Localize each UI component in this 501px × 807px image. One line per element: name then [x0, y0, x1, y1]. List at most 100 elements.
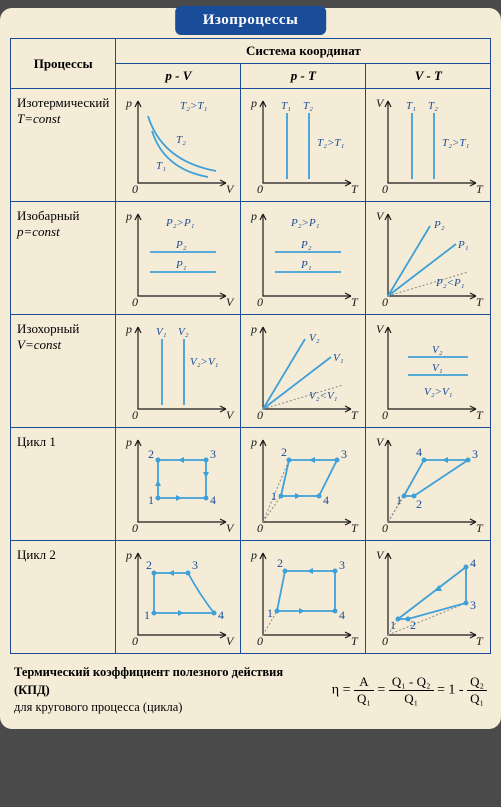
svg-text:V₂: V₂ [432, 344, 443, 356]
diagram-isothermal-pt: p 0 T T₁ T₂ T₂>T₁ [241, 89, 366, 202]
svg-text:3: 3 [192, 558, 198, 572]
svg-text:V: V [376, 209, 385, 223]
svg-text:P₁: P₁ [175, 259, 187, 271]
svg-text:T: T [476, 521, 484, 535]
svg-text:2: 2 [277, 556, 283, 570]
diagram-cycle2-vt: V 0 T 12 34 [366, 541, 491, 654]
svg-text:P₂<P₁: P₂<P₁ [435, 277, 465, 289]
svg-text:p: p [250, 435, 257, 449]
svg-text:V: V [376, 435, 385, 449]
svg-text:V₂>V₁: V₂>V₁ [190, 356, 219, 368]
svg-text:V: V [226, 182, 235, 196]
svg-text:3: 3 [470, 598, 476, 612]
svg-text:0: 0 [257, 521, 263, 535]
process-name-cell: Изохорный V=const [11, 315, 116, 428]
table-row: Цикл 2 p 0 V 12 34 [11, 541, 491, 654]
svg-text:T: T [476, 634, 484, 648]
diagram-cycle1-pt: p 0 T 1 2 3 4 [241, 428, 366, 541]
svg-text:2: 2 [416, 497, 422, 511]
svg-text:p: p [125, 209, 132, 223]
svg-text:3: 3 [341, 447, 347, 461]
svg-text:T₁: T₁ [406, 100, 416, 112]
diagram-isochoric-vt: V 0 T V₂ V₁ V₂>V₁ [366, 315, 491, 428]
svg-text:T₂: T₂ [176, 134, 186, 146]
col-pv: p - V [116, 64, 241, 89]
table-row: Изобарный p=const p 0 V P₂>P₁ P₂ P₁ [11, 202, 491, 315]
svg-text:T₂>T₁: T₂>T₁ [317, 137, 344, 149]
svg-text:4: 4 [210, 493, 216, 507]
diagram-isobaric-pt: p 0 T P₂>P₁ P₂ P₁ [241, 202, 366, 315]
svg-text:T₁: T₁ [156, 160, 166, 172]
svg-text:T₂>T₁: T₂>T₁ [442, 137, 469, 149]
svg-text:2: 2 [410, 618, 416, 632]
svg-text:0: 0 [132, 295, 138, 309]
svg-text:3: 3 [210, 447, 216, 461]
svg-text:V: V [376, 548, 385, 562]
svg-text:P₂>P₁: P₂>P₁ [165, 217, 195, 229]
svg-text:T₁: T₁ [281, 100, 291, 112]
svg-text:V₂: V₂ [178, 326, 189, 338]
svg-text:1: 1 [390, 618, 396, 632]
svg-text:V: V [226, 521, 235, 535]
svg-text:T: T [476, 295, 484, 309]
svg-text:P₂>P₁: P₂>P₁ [290, 217, 320, 229]
svg-text:T: T [351, 182, 359, 196]
svg-text:0: 0 [382, 295, 388, 309]
svg-text:p: p [125, 322, 132, 336]
col-pt: p - T [241, 64, 366, 89]
svg-text:4: 4 [323, 493, 329, 507]
col-coord-system: Система координат [116, 39, 491, 64]
svg-text:1: 1 [396, 493, 402, 507]
svg-text:4: 4 [218, 608, 224, 622]
svg-text:p: p [125, 96, 132, 110]
svg-text:0: 0 [257, 408, 263, 422]
col-vt: V - T [366, 64, 491, 89]
table-row: Изохорный V=const p 0 V V₁ V₂ V₂>V₁ [11, 315, 491, 428]
svg-text:P₂: P₂ [300, 239, 312, 251]
svg-text:T: T [351, 295, 359, 309]
svg-text:4: 4 [339, 608, 345, 622]
svg-text:2: 2 [146, 558, 152, 572]
svg-text:3: 3 [339, 558, 345, 572]
svg-text:0: 0 [382, 182, 388, 196]
svg-text:2: 2 [281, 445, 287, 459]
diagram-cycle1-pv: p 0 V 12 34 [116, 428, 241, 541]
card-title: Изопроцессы [175, 6, 327, 35]
svg-text:V: V [226, 634, 235, 648]
svg-text:0: 0 [257, 182, 263, 196]
process-name-cell: Цикл 2 [11, 541, 116, 654]
svg-text:0: 0 [382, 521, 388, 535]
svg-text:P₁: P₁ [300, 259, 312, 271]
svg-text:T: T [476, 182, 484, 196]
svg-text:1: 1 [144, 608, 150, 622]
svg-text:0: 0 [382, 634, 388, 648]
process-name-cell: Изотермический T=const [11, 89, 116, 202]
svg-text:1: 1 [267, 606, 273, 620]
svg-text:p: p [125, 435, 132, 449]
svg-text:V₂<V₁: V₂<V₁ [309, 390, 338, 402]
svg-text:V₁: V₁ [156, 326, 167, 338]
svg-text:V: V [376, 322, 385, 336]
svg-text:V: V [226, 408, 235, 422]
svg-text:0: 0 [257, 634, 263, 648]
svg-text:T₂: T₂ [428, 100, 438, 112]
svg-text:p: p [250, 548, 257, 562]
footer-text: Термический коэффициент полезного действ… [14, 664, 320, 717]
process-table: Процессы Система координат p - V p - T V… [10, 38, 491, 654]
svg-text:p: p [250, 322, 257, 336]
svg-text:V: V [226, 295, 235, 309]
svg-text:p: p [250, 209, 257, 223]
svg-text:T: T [476, 408, 484, 422]
diagram-cycle2-pv: p 0 V 12 34 [116, 541, 241, 654]
svg-text:T: T [351, 521, 359, 535]
svg-text:P₁: P₁ [457, 239, 469, 251]
svg-text:0: 0 [132, 182, 138, 196]
svg-text:p: p [125, 548, 132, 562]
col-processes: Процессы [11, 39, 116, 89]
svg-text:1: 1 [148, 493, 154, 507]
svg-text:0: 0 [382, 408, 388, 422]
table-row: Цикл 1 p 0 V 12 [11, 428, 491, 541]
process-name-cell: Цикл 1 [11, 428, 116, 541]
svg-text:1: 1 [271, 489, 277, 503]
svg-text:V₁: V₁ [432, 362, 443, 374]
